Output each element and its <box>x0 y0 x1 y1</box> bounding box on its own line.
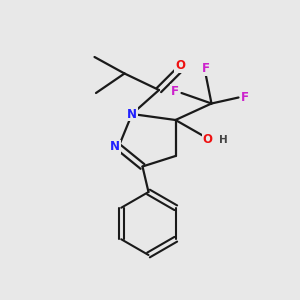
Text: N: N <box>127 107 137 121</box>
Text: O: O <box>175 58 185 72</box>
Text: F: F <box>241 91 249 104</box>
Text: O: O <box>202 133 213 146</box>
Text: F: F <box>202 61 209 75</box>
Text: H: H <box>219 135 228 146</box>
Text: N: N <box>110 140 120 154</box>
Text: F: F <box>171 85 179 98</box>
